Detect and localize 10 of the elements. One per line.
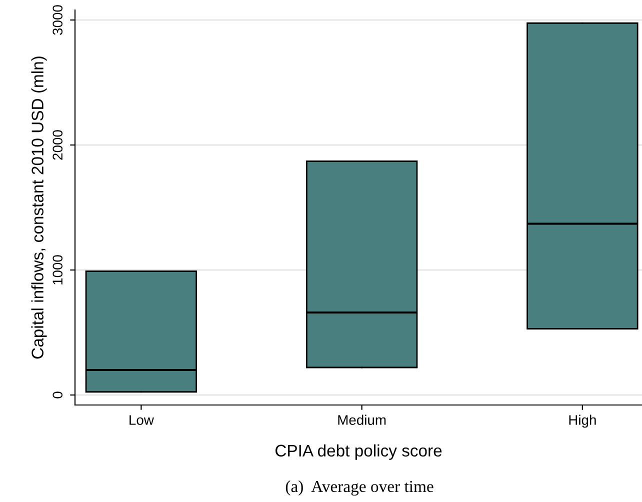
y-tick-label: 0 xyxy=(52,392,63,398)
x-tick-label: High xyxy=(569,414,596,428)
y-tick-label: 2000 xyxy=(52,130,63,160)
x-tick-label: Low xyxy=(130,415,154,425)
y-tick-label: 3000 xyxy=(52,5,63,35)
x-axis-title: CPIA debt policy score xyxy=(276,444,442,460)
text: (a) Average over time xyxy=(286,480,434,496)
y-tick-label: 1000 xyxy=(52,255,63,284)
y-axis-title: Capital inflows, constant 2010 USD (mln) xyxy=(31,56,47,359)
x-tick-label: Medium xyxy=(338,414,386,425)
